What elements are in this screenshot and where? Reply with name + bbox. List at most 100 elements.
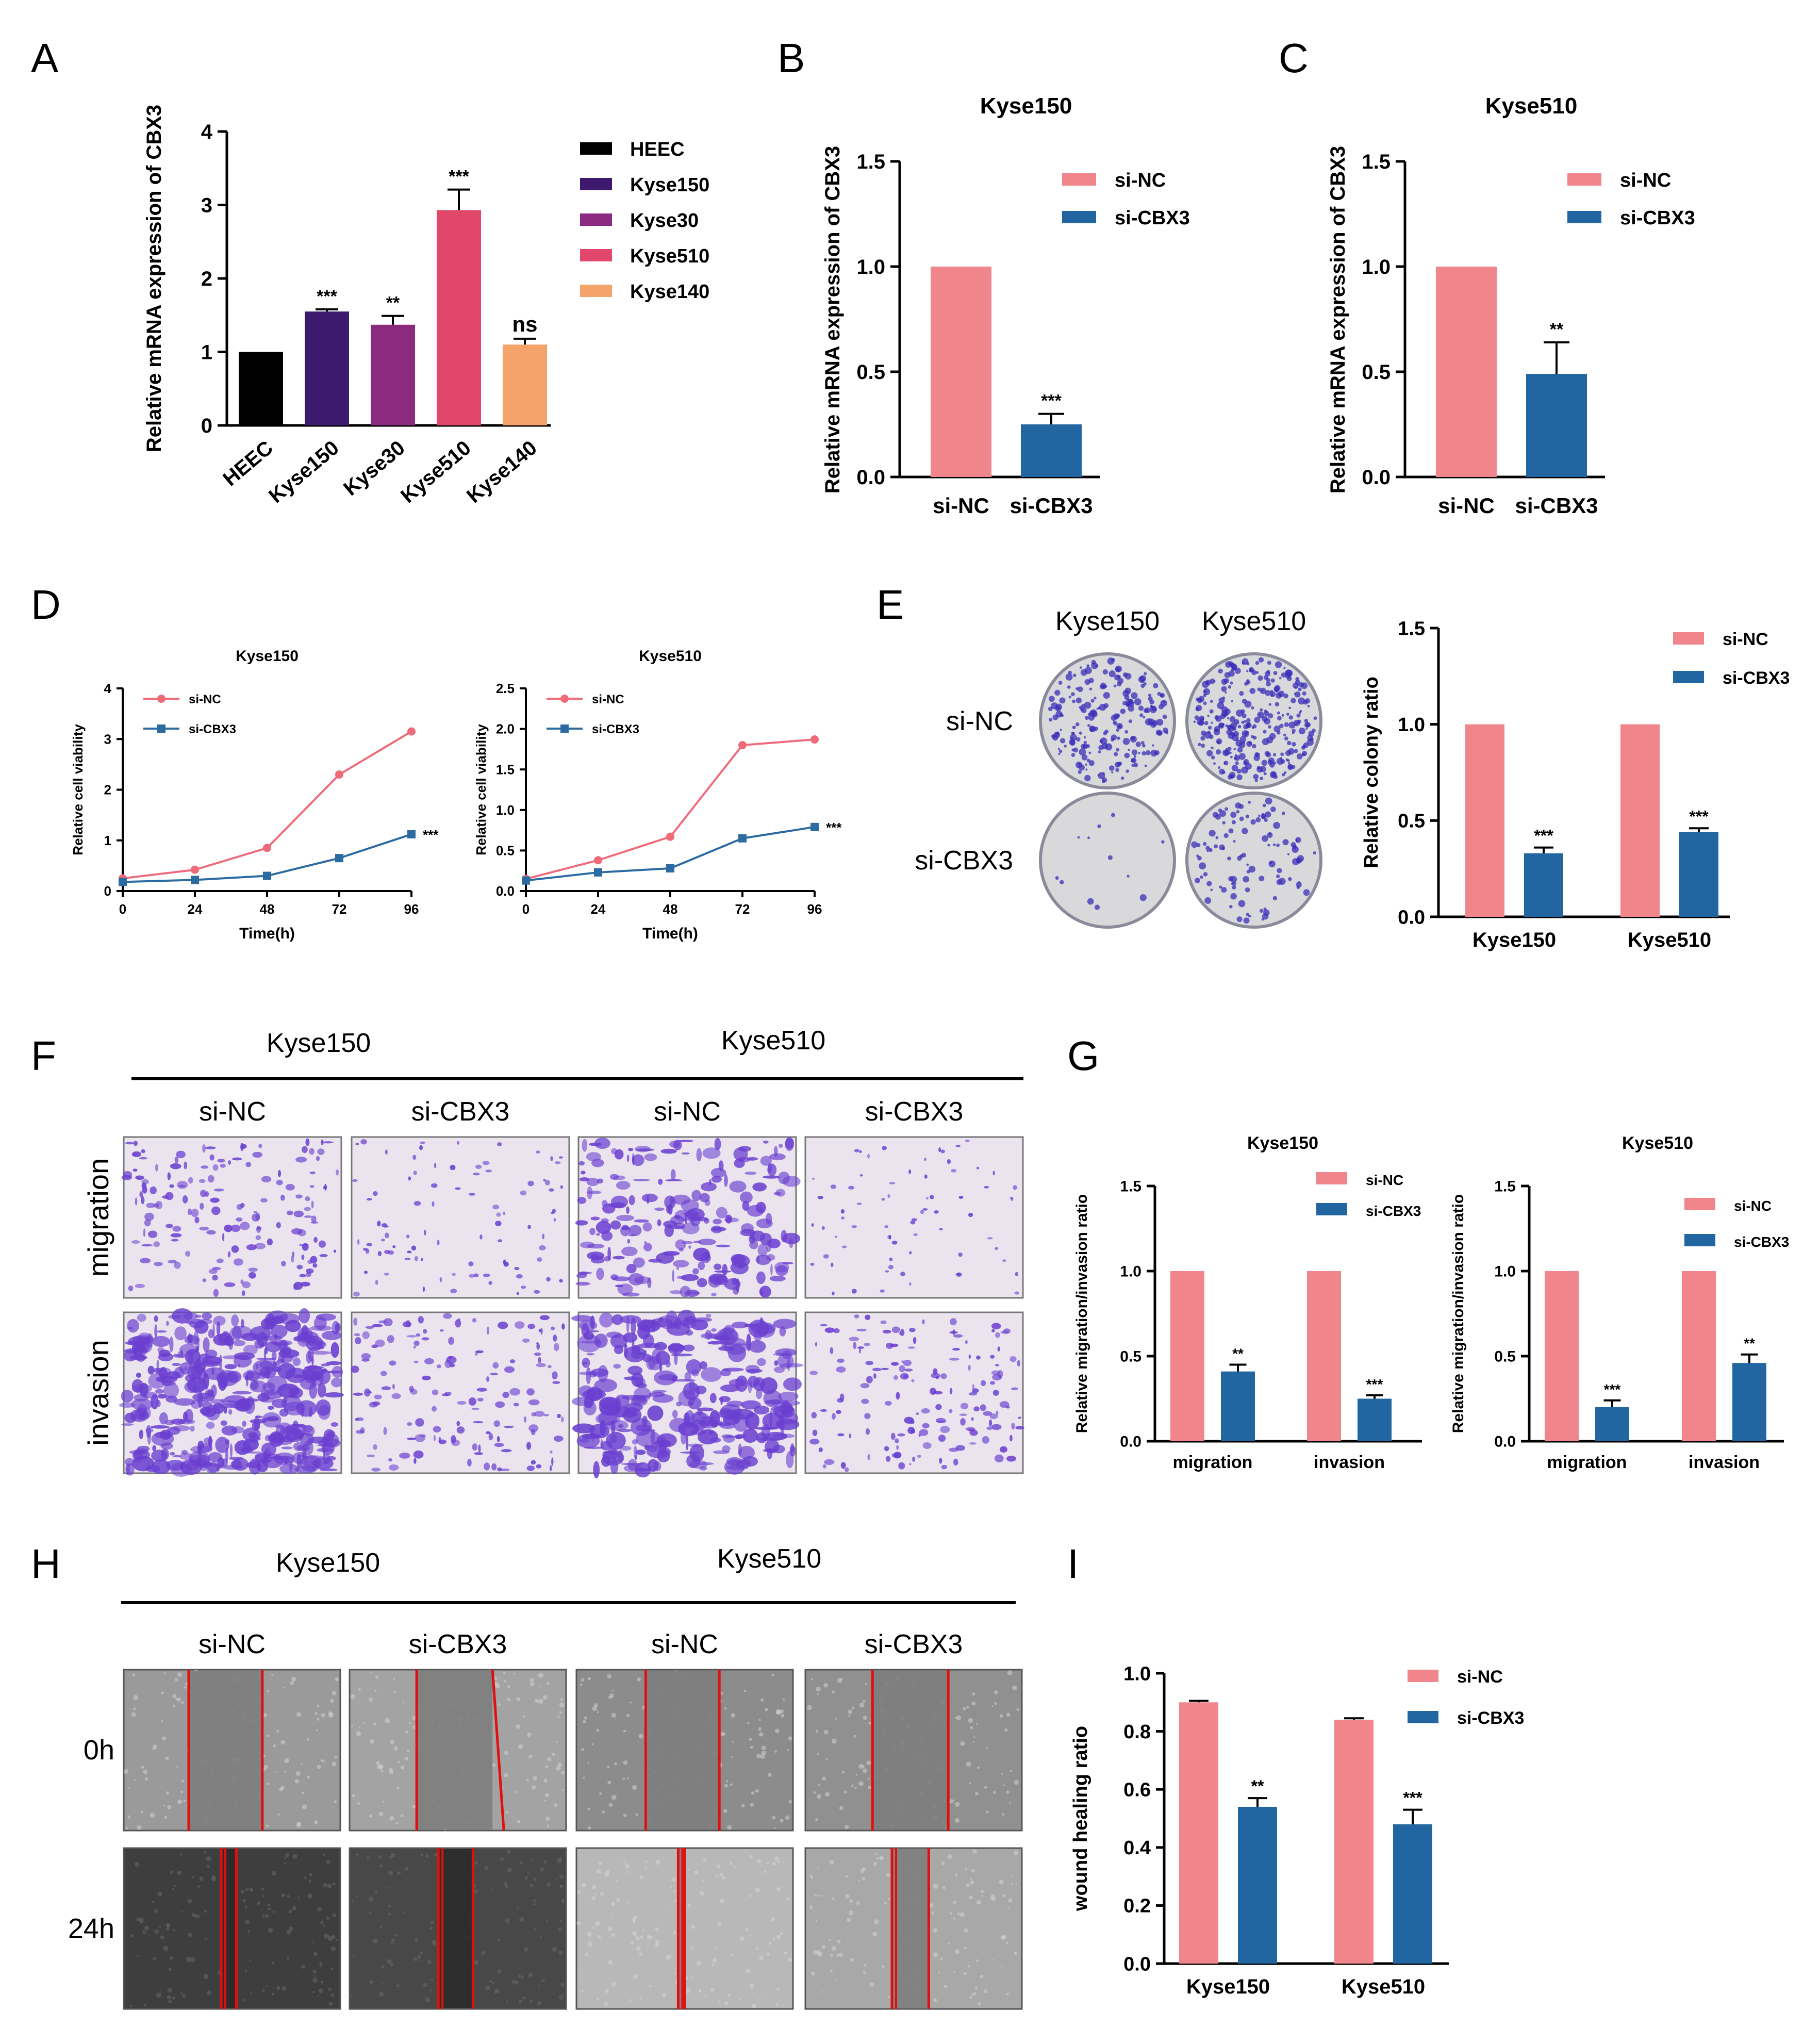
F-stained-cell: [950, 1318, 957, 1326]
F-stained-cell: [717, 1422, 731, 1426]
E-colony: [1061, 714, 1064, 717]
D2-x-tick-label: 24: [591, 901, 606, 917]
H-cell-texture: [991, 1958, 994, 1961]
F-stained-cell: [154, 1431, 173, 1439]
H-cell-texture: [271, 1992, 275, 1996]
H-cell-texture: [1016, 1708, 1019, 1711]
F-stained-cell: [246, 1244, 257, 1250]
H-cell-texture: [781, 1714, 785, 1718]
F-stained-cell: [614, 1175, 625, 1180]
I-y-label: wound healing ratio: [1070, 1726, 1091, 1912]
E-colony: [1080, 669, 1087, 676]
E-colony: [1254, 779, 1258, 782]
E-legend-label: si-CBX3: [1723, 668, 1790, 688]
D2-point-si-CBX3: [738, 834, 747, 843]
H-cell-texture: [968, 1718, 973, 1723]
H-cell-texture: [506, 1810, 509, 1814]
F-stained-cell: [1018, 1416, 1021, 1419]
H-cell-texture: [594, 1893, 597, 1896]
H-cell-texture: [497, 1938, 501, 1942]
F-stained-cell: [503, 1425, 514, 1428]
E-colony: [1230, 755, 1233, 759]
F-stained-cell: [360, 1139, 367, 1145]
B-legend-swatch: [1062, 211, 1096, 223]
E-colony: [1221, 686, 1227, 692]
F-stained-cell: [959, 1413, 968, 1416]
F-stained-cell: [705, 1313, 712, 1318]
F-stained-cell: [172, 1363, 181, 1366]
H-cell-texture: [284, 1758, 289, 1764]
F-stained-cell: [309, 1171, 316, 1175]
H-cell-texture: [587, 1932, 592, 1937]
F-stained-cell: [589, 1228, 595, 1235]
G2-sig-label: **: [1744, 1336, 1755, 1352]
F-stained-cell: [854, 1314, 859, 1319]
D1-x-label: Time(h): [239, 925, 295, 942]
H-cell-texture: [391, 1938, 395, 1942]
H-cell-texture: [427, 1960, 432, 1965]
D1-y-tick-label: 3: [104, 731, 111, 747]
E-colony: [1221, 847, 1225, 850]
H-cell-texture: [526, 1732, 532, 1737]
F-stained-cell: [678, 1140, 694, 1142]
F-stained-cell: [686, 1359, 702, 1375]
E-colony: [1261, 918, 1264, 921]
H-cell-texture: [423, 1983, 427, 1987]
H-cell-texture: [530, 1678, 534, 1683]
E-colony: [1091, 662, 1098, 669]
F-stained-cell: [150, 1186, 157, 1195]
F-stained-cell: [477, 1397, 484, 1402]
E-colony: [1227, 717, 1230, 720]
H-cell-texture: [286, 1930, 291, 1935]
E-colony: [1117, 724, 1122, 729]
F-stained-cell: [468, 1274, 475, 1278]
F-stained-cell: [921, 1408, 930, 1414]
F-stained-cell: [509, 1359, 516, 1363]
H-cell-texture: [519, 1917, 524, 1922]
F-stained-cell: [779, 1144, 783, 1148]
H-cell-texture: [838, 1952, 843, 1957]
H-cell-texture: [640, 1935, 643, 1939]
D1-sig-label: ***: [423, 827, 439, 843]
F-stained-cell: [789, 1445, 796, 1457]
F-stained-cell: [742, 1456, 758, 1467]
F-stained-cell: [448, 1337, 455, 1345]
H-cell-texture: [324, 1933, 329, 1939]
E-colony: [1231, 700, 1233, 702]
H-cell-texture: [524, 1947, 529, 1952]
F-stained-cell: [940, 1373, 947, 1379]
F-stained-cell: [534, 1352, 541, 1356]
F-stained-cell: [125, 1142, 134, 1145]
E-colony: [1060, 738, 1066, 744]
F-stained-cell: [145, 1428, 154, 1433]
H-cell-texture: [421, 1853, 424, 1856]
F-stained-cell: [608, 1447, 617, 1455]
H-cell-texture: [352, 1794, 355, 1798]
F-stained-cell: [411, 1245, 417, 1251]
F-stained-cell: [539, 1245, 546, 1250]
E-colony: [1198, 696, 1204, 702]
E-colony: [1058, 749, 1063, 753]
F-stained-cell: [684, 1289, 700, 1297]
H-cell-texture: [191, 1875, 194, 1879]
F-stained-cell: [260, 1397, 276, 1403]
E-colony: [1238, 753, 1246, 760]
F-stained-cell: [626, 1206, 630, 1214]
F-stained-cell: [424, 1358, 434, 1364]
H-cell-texture: [626, 1902, 628, 1904]
F-stained-cell: [740, 1191, 753, 1204]
F-stained-cell: [940, 1149, 946, 1154]
F-stained-cell: [377, 1251, 382, 1257]
H-cell-texture: [429, 1926, 433, 1930]
F-stained-cell: [208, 1436, 212, 1449]
F-stained-cell: [912, 1456, 916, 1462]
E-colony: [1113, 684, 1117, 688]
A-legend-swatch: [580, 249, 612, 261]
H-cell-texture: [972, 1741, 975, 1743]
H-cell-texture: [555, 1741, 558, 1743]
H-cell-texture: [283, 1686, 285, 1689]
F-stained-cell: [212, 1275, 218, 1281]
H-cell-texture: [848, 1714, 851, 1717]
H-cell-texture: [1002, 1894, 1006, 1898]
H-cell-texture: [172, 1929, 175, 1932]
